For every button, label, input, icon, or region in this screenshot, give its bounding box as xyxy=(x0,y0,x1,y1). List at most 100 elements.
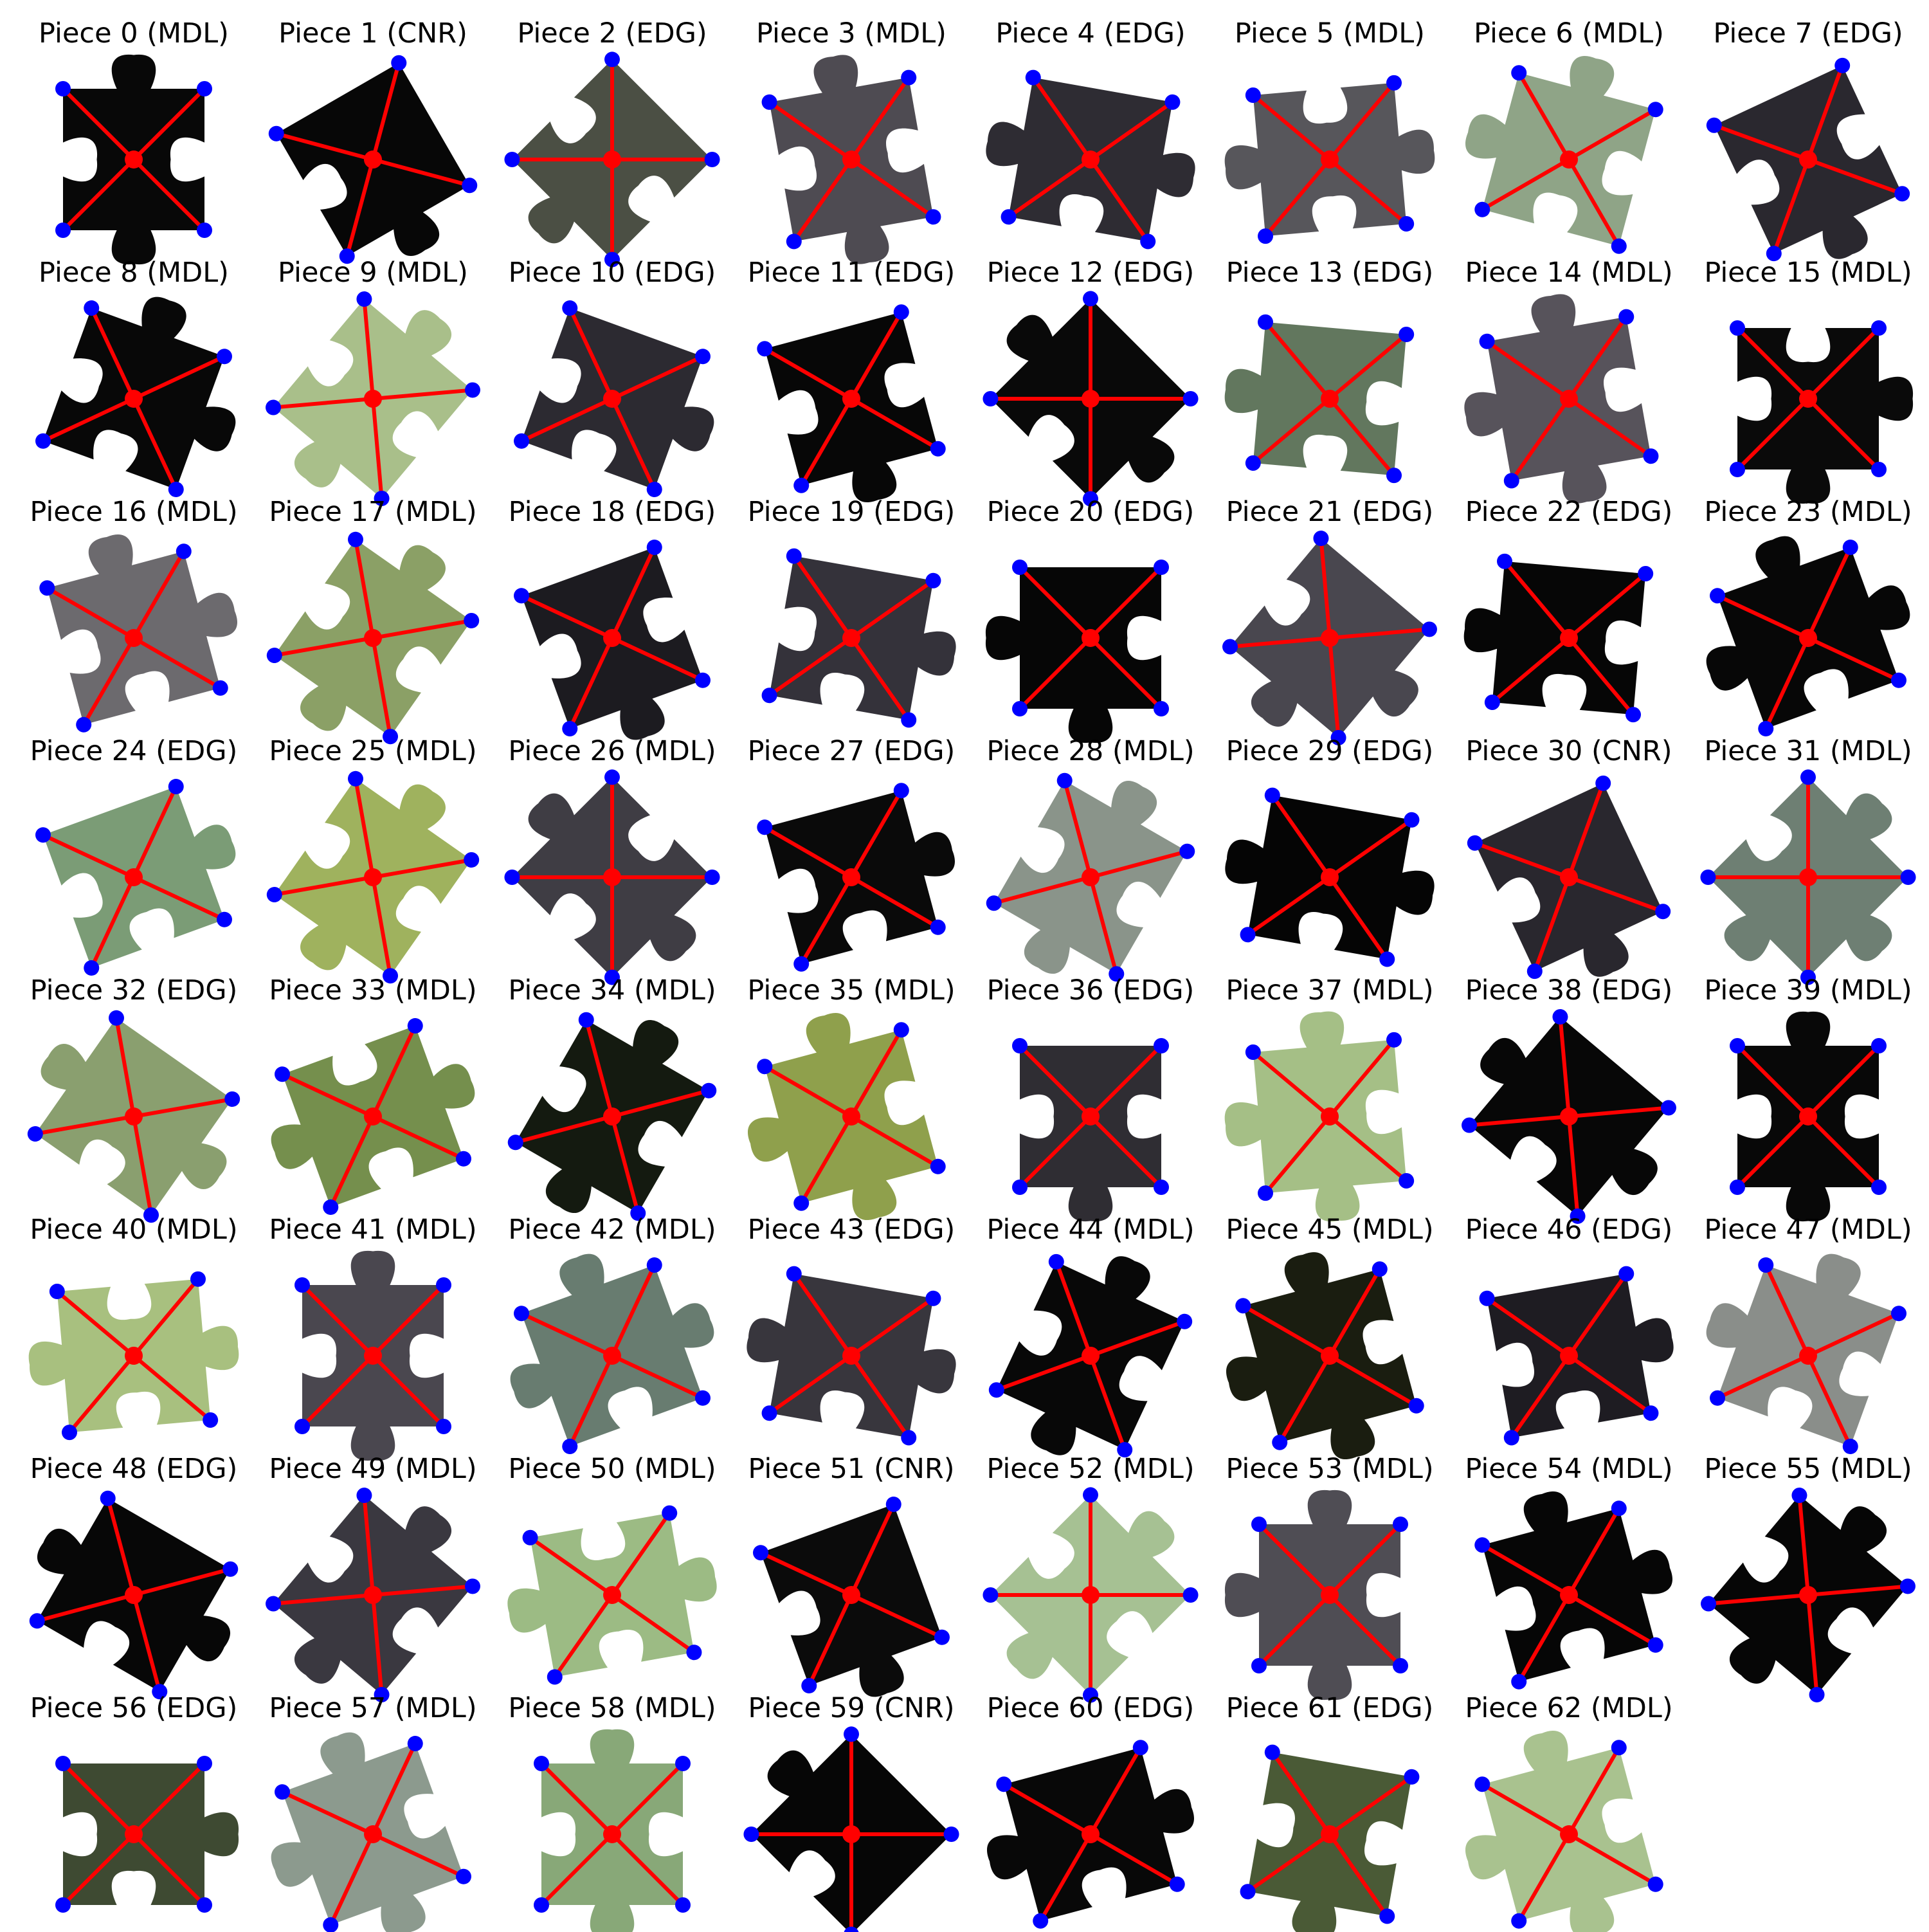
piece-cell: Piece 29 (EDG) xyxy=(1210,736,1449,975)
corner-point xyxy=(1730,1180,1745,1195)
piece-title: Piece 7 (EDG) xyxy=(1680,18,1929,49)
piece-figure xyxy=(1210,1499,1449,1691)
piece-group xyxy=(246,1464,501,1726)
piece-title: Piece 38 (EDG) xyxy=(1440,975,1698,1006)
corner-point xyxy=(1871,462,1887,477)
corner-point xyxy=(55,1756,71,1771)
piece-shape xyxy=(765,312,946,518)
piece-group xyxy=(1216,1005,1417,1230)
piece-group xyxy=(1466,1466,1690,1691)
piece-cell: Piece 16 (MDL) xyxy=(14,497,253,736)
piece-title: Piece 43 (EDG) xyxy=(723,1214,980,1245)
piece-group xyxy=(1235,1744,1421,1932)
piece-group xyxy=(495,1500,729,1691)
corner-point xyxy=(1154,1180,1169,1195)
piece-group xyxy=(1730,1012,1887,1221)
corner-point xyxy=(55,1897,71,1913)
corner-point xyxy=(1393,1658,1408,1673)
piece-figure xyxy=(493,1499,732,1691)
piece-group xyxy=(1213,782,1447,973)
piece-shape xyxy=(761,1504,954,1718)
piece-cell: Piece 36 (EDG) xyxy=(971,975,1210,1214)
piece-group xyxy=(986,560,1169,743)
piece-group xyxy=(721,1704,962,1932)
piece-figure xyxy=(493,542,732,734)
piece-group xyxy=(512,538,722,763)
piece-title: Piece 39 (MDL) xyxy=(1680,975,1929,1006)
piece-shape xyxy=(488,59,712,284)
piece-title: Piece 50 (MDL) xyxy=(484,1454,741,1484)
piece-cell: Piece 49 (MDL) xyxy=(253,1454,493,1693)
piece-figure xyxy=(493,302,732,495)
piece-figure xyxy=(732,1259,971,1452)
piece-cell: Piece 17 (MDL) xyxy=(253,497,493,736)
piece-figure xyxy=(1689,302,1928,495)
piece-figure xyxy=(1210,63,1449,256)
piece-title: Piece 54 (MDL) xyxy=(1440,1454,1698,1484)
piece-cell: Piece 34 (MDL) xyxy=(493,975,732,1214)
piece-figure xyxy=(971,302,1210,495)
piece-cell: Piece 1 (CNR) xyxy=(253,18,493,257)
piece-figure xyxy=(493,63,732,256)
piece-group xyxy=(969,1731,1212,1932)
piece-cell: Piece 15 (MDL) xyxy=(1689,257,1928,497)
piece-group xyxy=(975,1228,1206,1484)
piece-group xyxy=(734,1261,968,1452)
piece-figure xyxy=(253,1499,493,1691)
piece-group xyxy=(1458,551,1654,723)
piece-group xyxy=(1465,773,1685,1005)
centroid-point xyxy=(1082,1107,1100,1125)
corner-point xyxy=(1154,701,1169,716)
piece-figure xyxy=(14,302,253,495)
piece-figure xyxy=(1449,1259,1689,1452)
piece-title: Piece 25 (MDL) xyxy=(244,736,502,767)
piece-title: Piece 13 (EDG) xyxy=(1201,257,1458,288)
piece-cell: Piece 27 (EDG) xyxy=(732,736,971,975)
piece-figure xyxy=(14,781,253,974)
piece-figure xyxy=(1689,542,1928,734)
corner-point xyxy=(197,81,212,96)
piece-figure xyxy=(493,781,732,974)
piece-figure xyxy=(1210,542,1449,734)
piece-cell: Piece 28 (MDL) xyxy=(971,736,1210,975)
piece-figure xyxy=(1449,542,1689,734)
piece-cell: Piece 39 (MDL) xyxy=(1689,975,1928,1214)
piece-shape xyxy=(239,1711,475,1932)
piece-figure xyxy=(253,63,493,256)
piece-group xyxy=(756,42,947,277)
piece-title: Piece 35 (MDL) xyxy=(723,975,980,1006)
piece-group xyxy=(961,1465,1220,1724)
piece-cell: Piece 31 (MDL) xyxy=(1689,736,1928,975)
piece-cell: Piece 4 (EDG) xyxy=(971,18,1210,257)
piece-group xyxy=(33,273,268,508)
piece-title: Piece 57 (MDL) xyxy=(244,1693,502,1724)
piece-cell: Piece 62 (MDL) xyxy=(1449,1693,1689,1932)
piece-figure xyxy=(14,1499,253,1691)
corner-point xyxy=(197,223,212,238)
piece-cell: Piece 47 (MDL) xyxy=(1689,1214,1928,1454)
piece-cell: Piece 10 (EDG) xyxy=(493,257,732,497)
piece-title: Piece 12 (EDG) xyxy=(962,257,1219,288)
piece-title: Piece 62 (MDL) xyxy=(1440,1693,1698,1724)
centroid-point xyxy=(1799,390,1817,408)
corner-point xyxy=(501,149,523,170)
corner-point xyxy=(1154,1038,1169,1053)
piece-shape xyxy=(1458,558,1645,715)
piece-title: Piece 2 (EDG) xyxy=(484,18,741,49)
corner-point xyxy=(1730,320,1745,336)
piece-cell: Piece 6 (MDL) xyxy=(1449,18,1689,257)
piece-title: Piece 59 (CNR) xyxy=(723,1693,980,1724)
piece-cell: Piece 19 (EDG) xyxy=(732,497,971,736)
piece-figure xyxy=(1210,1738,1449,1931)
piece-figure xyxy=(14,1259,253,1452)
piece-group xyxy=(246,268,501,530)
piece-title: Piece 6 (MDL) xyxy=(1440,18,1698,49)
piece-title: Piece 4 (EDG) xyxy=(962,18,1219,49)
piece-title: Piece 49 (MDL) xyxy=(244,1454,502,1484)
piece-cell: Piece 21 (EDG) xyxy=(1210,497,1449,736)
piece-group xyxy=(1438,989,1700,1244)
piece-figure xyxy=(253,781,493,974)
piece-title: Piece 61 (EDG) xyxy=(1201,1693,1458,1724)
piece-title: Piece 31 (MDL) xyxy=(1680,736,1929,767)
